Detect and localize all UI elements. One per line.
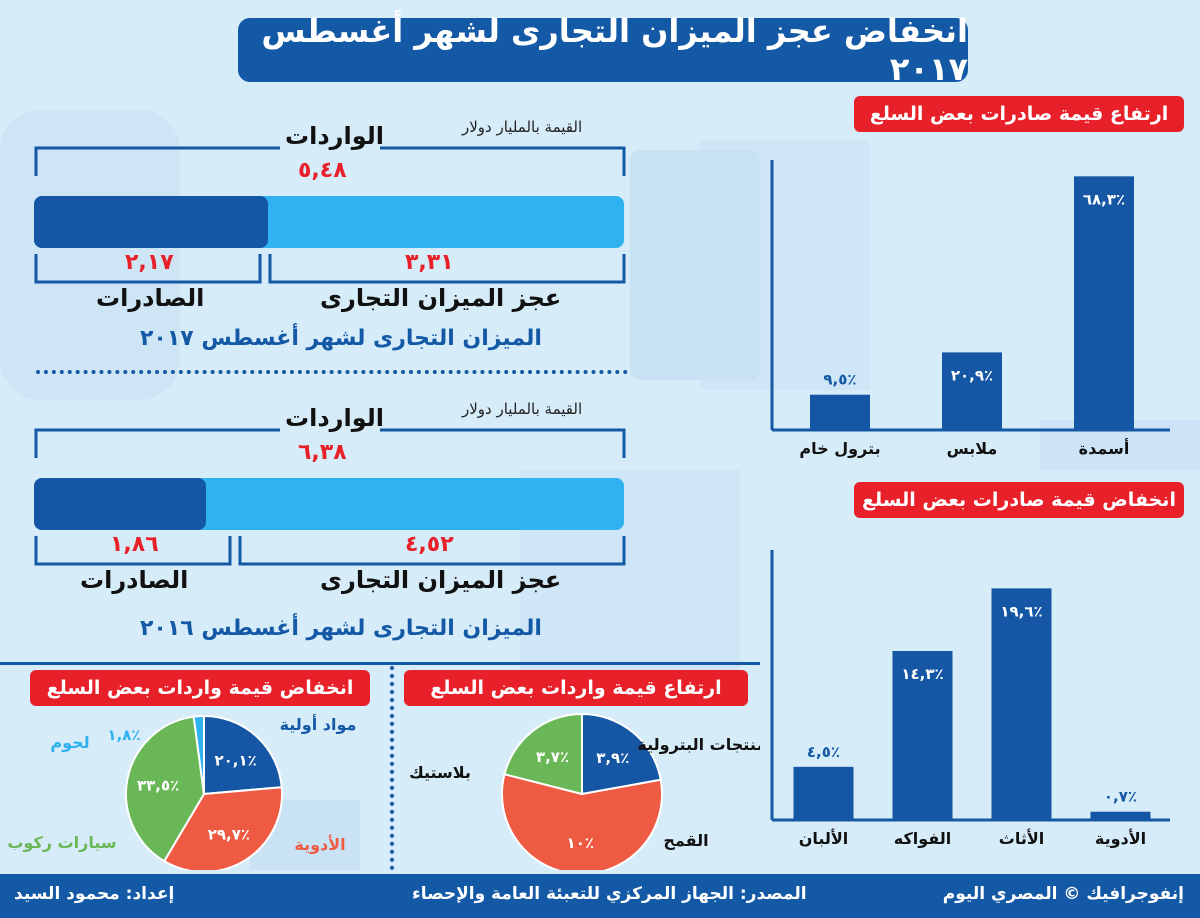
pie-category-label: المنتجات البترولية <box>637 735 760 754</box>
imports-label: الواردات <box>285 122 384 150</box>
category-label: الأدوية <box>1095 829 1146 848</box>
unit-label: القيمة بالمليار دولار <box>462 400 583 418</box>
pie-slice <box>503 712 583 796</box>
deficit-label: عجز الميزان التجارى <box>320 566 562 594</box>
source: المصدر: الجهاز المركزي للتعبئة العامة وا… <box>412 884 807 904</box>
chart-title: انخفاض قيمة واردات بعض السلع <box>30 670 370 706</box>
category-label: أسمدة <box>1079 438 1130 458</box>
brand: إنفوجرافيك © المصري اليوم <box>942 884 1184 904</box>
data-label: ١٩,٦٪ <box>1000 602 1042 620</box>
imports-label: الواردات <box>285 404 384 432</box>
bar <box>942 352 1002 430</box>
pie-value-label: ١,٨٪ <box>107 726 140 744</box>
bar <box>1074 176 1134 430</box>
pie-slice <box>203 714 283 796</box>
category-label: بترول خام <box>799 439 880 458</box>
exports-bar <box>34 478 206 530</box>
pie-slice <box>192 714 205 795</box>
pie-divider <box>390 666 394 870</box>
category-label: ملابس <box>947 439 998 458</box>
pie-value-label: ٣٣,٥٪ <box>137 777 179 795</box>
pie-category-label: لحوم <box>50 733 89 752</box>
pie-category-label: سيارات ركوب <box>7 833 116 852</box>
author: إعداد: محمود السيد <box>14 884 175 904</box>
chart-title: انخفاض قيمة صادرات بعض السلع <box>854 482 1184 518</box>
chart-title: ارتفاع قيمة واردات بعض السلع <box>404 670 748 706</box>
exports-value: ١,٨٦ <box>110 532 159 557</box>
imports-fall-pie: ٢٠,١٪ مواد أولية ٢٩,٧٪ الأدوية ٣٣,٥٪ سيارات ر… <box>7 714 357 870</box>
data-label: ٠,٧٪ <box>1104 788 1137 806</box>
deficit-label: عجز الميزان التجارى <box>320 284 562 312</box>
pie-value-label: ٣,٧٪ <box>536 748 569 766</box>
data-label: ١٤,٣٪ <box>901 665 943 683</box>
deficit-value: ٤,٥٢ <box>405 532 454 557</box>
panel-caption: الميزان التجارى لشهر أغسطس ٢٠١٦ <box>140 616 542 641</box>
bar <box>1090 811 1151 820</box>
imports-rise-pie: ٣,٩٪ المنتجات البترولية ١٠٪ القمح ٣,٧٪ بلاستي… <box>409 712 760 870</box>
imports-bracket <box>34 428 626 458</box>
exports-label: الصادرات <box>96 284 205 312</box>
data-label: ٦٨,٣٪ <box>1083 190 1125 208</box>
pie-value-label: ٢٠,١٪ <box>214 752 256 770</box>
category-label: الفواكه <box>894 829 952 848</box>
exports-value: ٢,١٧ <box>125 250 174 275</box>
exports-rise-chart: أسمدة ٦٨,٣٪ ملابس ٢٠,٩٪ بترول خام ٩,٥٪ <box>770 160 1170 458</box>
pie-slice <box>125 715 206 863</box>
page-title: انخفاض عجز الميزان التجارى لشهر أغسطس ٢٠… <box>238 12 968 88</box>
split-bracket <box>34 536 626 566</box>
unit-label: القيمة بالمليار دولار <box>462 118 583 136</box>
category-label: الأثاث <box>999 829 1045 848</box>
footer: إنفوجرافيك © المصري اليوم المصدر: الجهاز… <box>0 874 1200 918</box>
pie-slice <box>162 786 283 870</box>
data-label: ٤,٥٪ <box>807 743 840 761</box>
category-label: الألبان <box>799 829 849 848</box>
section-line <box>0 662 760 665</box>
panel-caption: الميزان التجارى لشهر أغسطس ٢٠١٧ <box>140 326 542 351</box>
pie-value-label: ٣,٩٪ <box>596 749 629 767</box>
pie-category-label: مواد أولية <box>280 714 357 734</box>
data-label: ٩,٥٪ <box>823 371 856 389</box>
bar <box>793 766 854 820</box>
split-bracket <box>34 254 626 284</box>
exports-fall-chart: الأدوية ٠,٧٪ الأثاث ١٩,٦٪ الفواكه ١٤,٣٪ الألبا… <box>770 550 1170 848</box>
pie-slice <box>501 772 663 870</box>
pie-category-label: الأدوية <box>294 835 345 854</box>
exports-bar <box>34 196 268 248</box>
pie-category-label: القمح <box>663 831 708 850</box>
imports-bracket <box>34 146 626 176</box>
pie-category-label: بلاستيك <box>409 763 471 782</box>
pie-slice <box>581 712 662 796</box>
deficit-value: ٣,٣١ <box>405 250 454 275</box>
imports-value: ٦,٣٨ <box>298 440 347 465</box>
bar <box>810 394 870 430</box>
data-label: ٢٠,٩٪ <box>951 366 993 384</box>
dotted-divider <box>36 370 628 374</box>
chart-title: ارتفاع قيمة صادرات بعض السلع <box>854 96 1184 132</box>
bar <box>892 651 953 820</box>
bar <box>991 588 1052 820</box>
pie-value-label: ٢٩,٧٪ <box>208 826 250 844</box>
imports-value: ٥,٤٨ <box>298 158 347 183</box>
pie-value-label: ١٠٪ <box>567 834 594 852</box>
exports-label: الصادرات <box>80 566 189 594</box>
